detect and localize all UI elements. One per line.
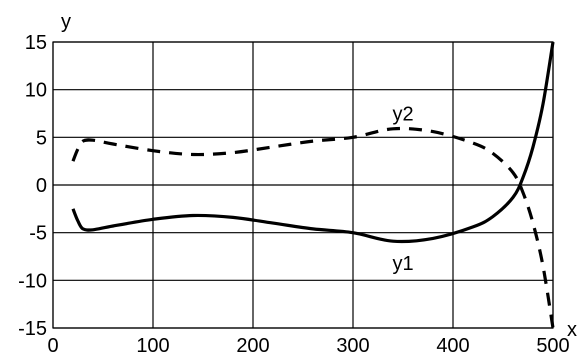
- series-line-y1: [71, 41, 555, 244]
- y-tick-label: 10: [25, 80, 47, 102]
- x-tick-label: 300: [336, 335, 369, 357]
- x-tick-label: 200: [236, 335, 269, 357]
- series-label-y2: y2: [392, 104, 413, 126]
- y-tick-label: 15: [25, 32, 47, 54]
- y-axis-title: y: [61, 11, 71, 33]
- gridlines: [52, 41, 554, 329]
- series-group: [71, 41, 555, 329]
- series-label-y1: y1: [392, 253, 413, 275]
- x-tick-label: 400: [436, 335, 469, 357]
- y-tick-label: -15: [18, 318, 47, 340]
- y-tick-label: 5: [36, 127, 47, 149]
- y-tick-label: 0: [36, 175, 47, 197]
- series-labels: y2 y1: [392, 104, 413, 276]
- y-tick-label: -10: [18, 270, 47, 292]
- x-axis-title: x: [567, 319, 577, 341]
- x-tick-labels: 0 100 200 300 400 500: [47, 335, 569, 357]
- y-tick-labels: 15 10 5 0 -5 -10 -15: [18, 32, 47, 340]
- x-tick-label: 500: [536, 335, 569, 357]
- plot-frame: [52, 41, 554, 329]
- x-tick-label: 0: [47, 335, 58, 357]
- x-tick-label: 100: [136, 335, 169, 357]
- series-line-y2: [71, 126, 555, 329]
- y-tick-label: -5: [29, 223, 47, 245]
